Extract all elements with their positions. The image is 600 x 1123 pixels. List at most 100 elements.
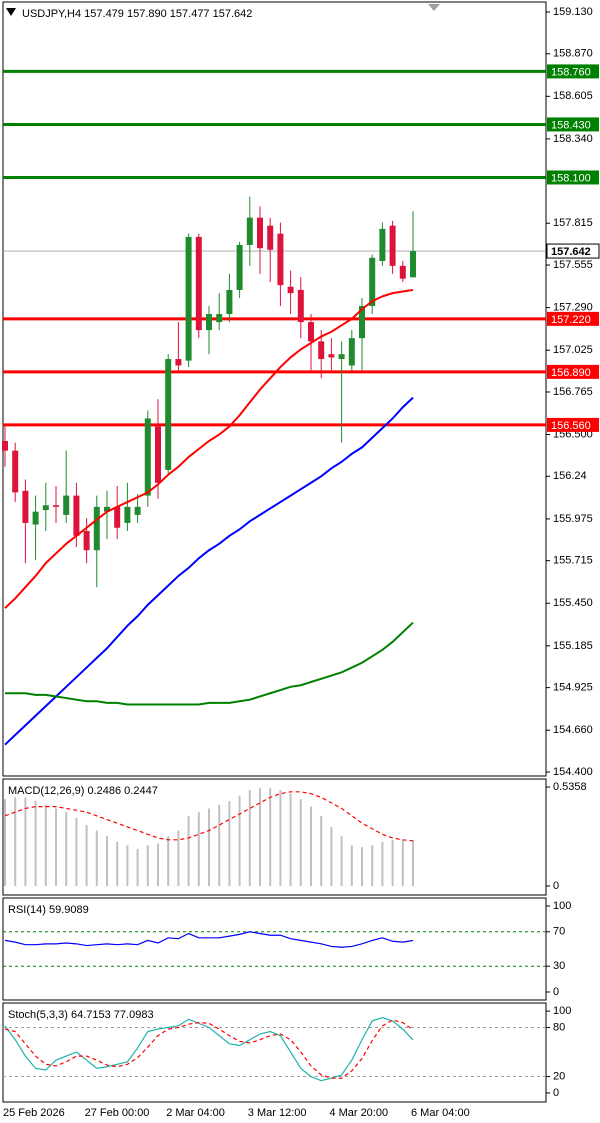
histogram-bar [197, 812, 200, 886]
histogram-bar [187, 815, 190, 886]
y-tick-label: 0 [553, 1087, 559, 1099]
y-tick-label: 157.815 [553, 217, 593, 229]
histogram-bar [65, 812, 68, 886]
x-tick-label: 25 Feb 2026 [3, 1107, 65, 1119]
candle-body [155, 426, 161, 483]
x-tick-label: 3 Mar 12:00 [248, 1107, 307, 1119]
panel [2, 897, 547, 1001]
histogram-bar [208, 808, 210, 886]
histogram-bar [157, 843, 159, 886]
histogram-bar [44, 804, 47, 886]
y-tick-label: 155.450 [553, 597, 593, 609]
level-label-box [547, 311, 599, 326]
symbol-icon [6, 8, 16, 16]
level-label-box [547, 417, 599, 432]
histogram-bar [350, 845, 353, 886]
histogram-bar [361, 847, 363, 886]
histogram-bar [177, 830, 180, 886]
x-tick-label: 4 Mar 20:00 [329, 1107, 388, 1119]
panel [2, 1002, 547, 1103]
candle-body [359, 306, 365, 339]
histogram-bar [269, 788, 272, 886]
y-tick-label: 100 [553, 900, 571, 912]
histogram-bar [401, 839, 404, 886]
candle-body [379, 228, 386, 262]
level-label-box [547, 64, 599, 79]
panel-title: RSI(14) 59.9089 [8, 904, 89, 916]
candle-body [399, 265, 406, 279]
candle-body [195, 236, 202, 331]
candle-body [73, 495, 80, 536]
y-tick-label: 0.5358 [553, 781, 587, 793]
panel [2, 778, 547, 896]
y-tick-label: 0 [553, 880, 559, 892]
panel-title: Stoch(5,3,3) 64.7153 77.0983 [8, 1009, 154, 1021]
candle-body [144, 418, 151, 496]
level-label-box [547, 364, 599, 379]
candle-body [257, 217, 263, 249]
y-tick-label: 158.870 [553, 48, 593, 60]
signal-line [4, 791, 414, 842]
histogram-bar [310, 806, 312, 886]
menu-arrow [428, 4, 440, 11]
histogram-bar [412, 840, 414, 886]
y-tick-label: 155.715 [553, 555, 593, 567]
candle-body [2, 440, 8, 451]
level-label: 158.100 [551, 172, 591, 184]
candle-body [318, 341, 325, 360]
y-tick-label: 70 [553, 926, 565, 938]
histogram-bar [299, 799, 302, 886]
candle-body [348, 338, 355, 366]
histogram-bar [24, 797, 27, 886]
histogram-bar [167, 836, 170, 886]
candle-body [389, 225, 396, 266]
y-tick-label: 157.555 [553, 259, 593, 271]
histogram-bar [106, 836, 108, 886]
histogram-bar [381, 841, 384, 886]
candle-body [124, 506, 131, 523]
y-tick-label: 154.925 [553, 682, 593, 694]
level-label-box [547, 117, 599, 132]
last-price-box [546, 243, 600, 259]
y-tick-label: 154.400 [553, 766, 593, 778]
candle-body [185, 236, 192, 361]
x-tick-label: 27 Feb 00:00 [85, 1107, 150, 1119]
y-tick-label: 80 [553, 1021, 565, 1033]
level-label: 156.890 [551, 367, 591, 379]
candle-body [42, 505, 49, 511]
level-label: 157.220 [551, 314, 591, 326]
histogram-bar [34, 801, 37, 886]
y-tick-label: 157.025 [553, 344, 593, 356]
histogram-bar [340, 836, 343, 886]
y-tick-label: 100 [553, 1005, 571, 1017]
candle-body [267, 225, 274, 250]
histogram-bar [75, 817, 78, 886]
histogram-bar [55, 808, 57, 886]
histogram-bar [330, 826, 333, 886]
candle-body [328, 354, 335, 358]
histogram-bar [248, 789, 251, 886]
x-tick-label: 2 Mar 04:00 [166, 1107, 225, 1119]
moving-average [4, 288, 414, 609]
histogram-bar [95, 830, 98, 886]
histogram-bar [126, 845, 129, 886]
histogram-bar [279, 789, 282, 886]
signal-line [4, 1019, 414, 1079]
histogram-bar [259, 788, 261, 886]
moving-average [5, 621, 414, 706]
candle-body [165, 359, 172, 470]
indicator-line [4, 931, 414, 948]
histogram-bar [14, 797, 17, 886]
indicator-line [4, 1017, 414, 1082]
candle-body [114, 506, 121, 528]
y-tick-label: 158.340 [553, 133, 593, 145]
histogram-bar [289, 793, 292, 886]
y-tick-label: 155.975 [553, 513, 593, 525]
level-label: 158.760 [551, 66, 591, 78]
candle-body [216, 314, 223, 323]
candle-body [308, 322, 314, 342]
y-tick-label: 156.24 [553, 470, 587, 482]
y-tick-label: 154.660 [553, 724, 593, 736]
